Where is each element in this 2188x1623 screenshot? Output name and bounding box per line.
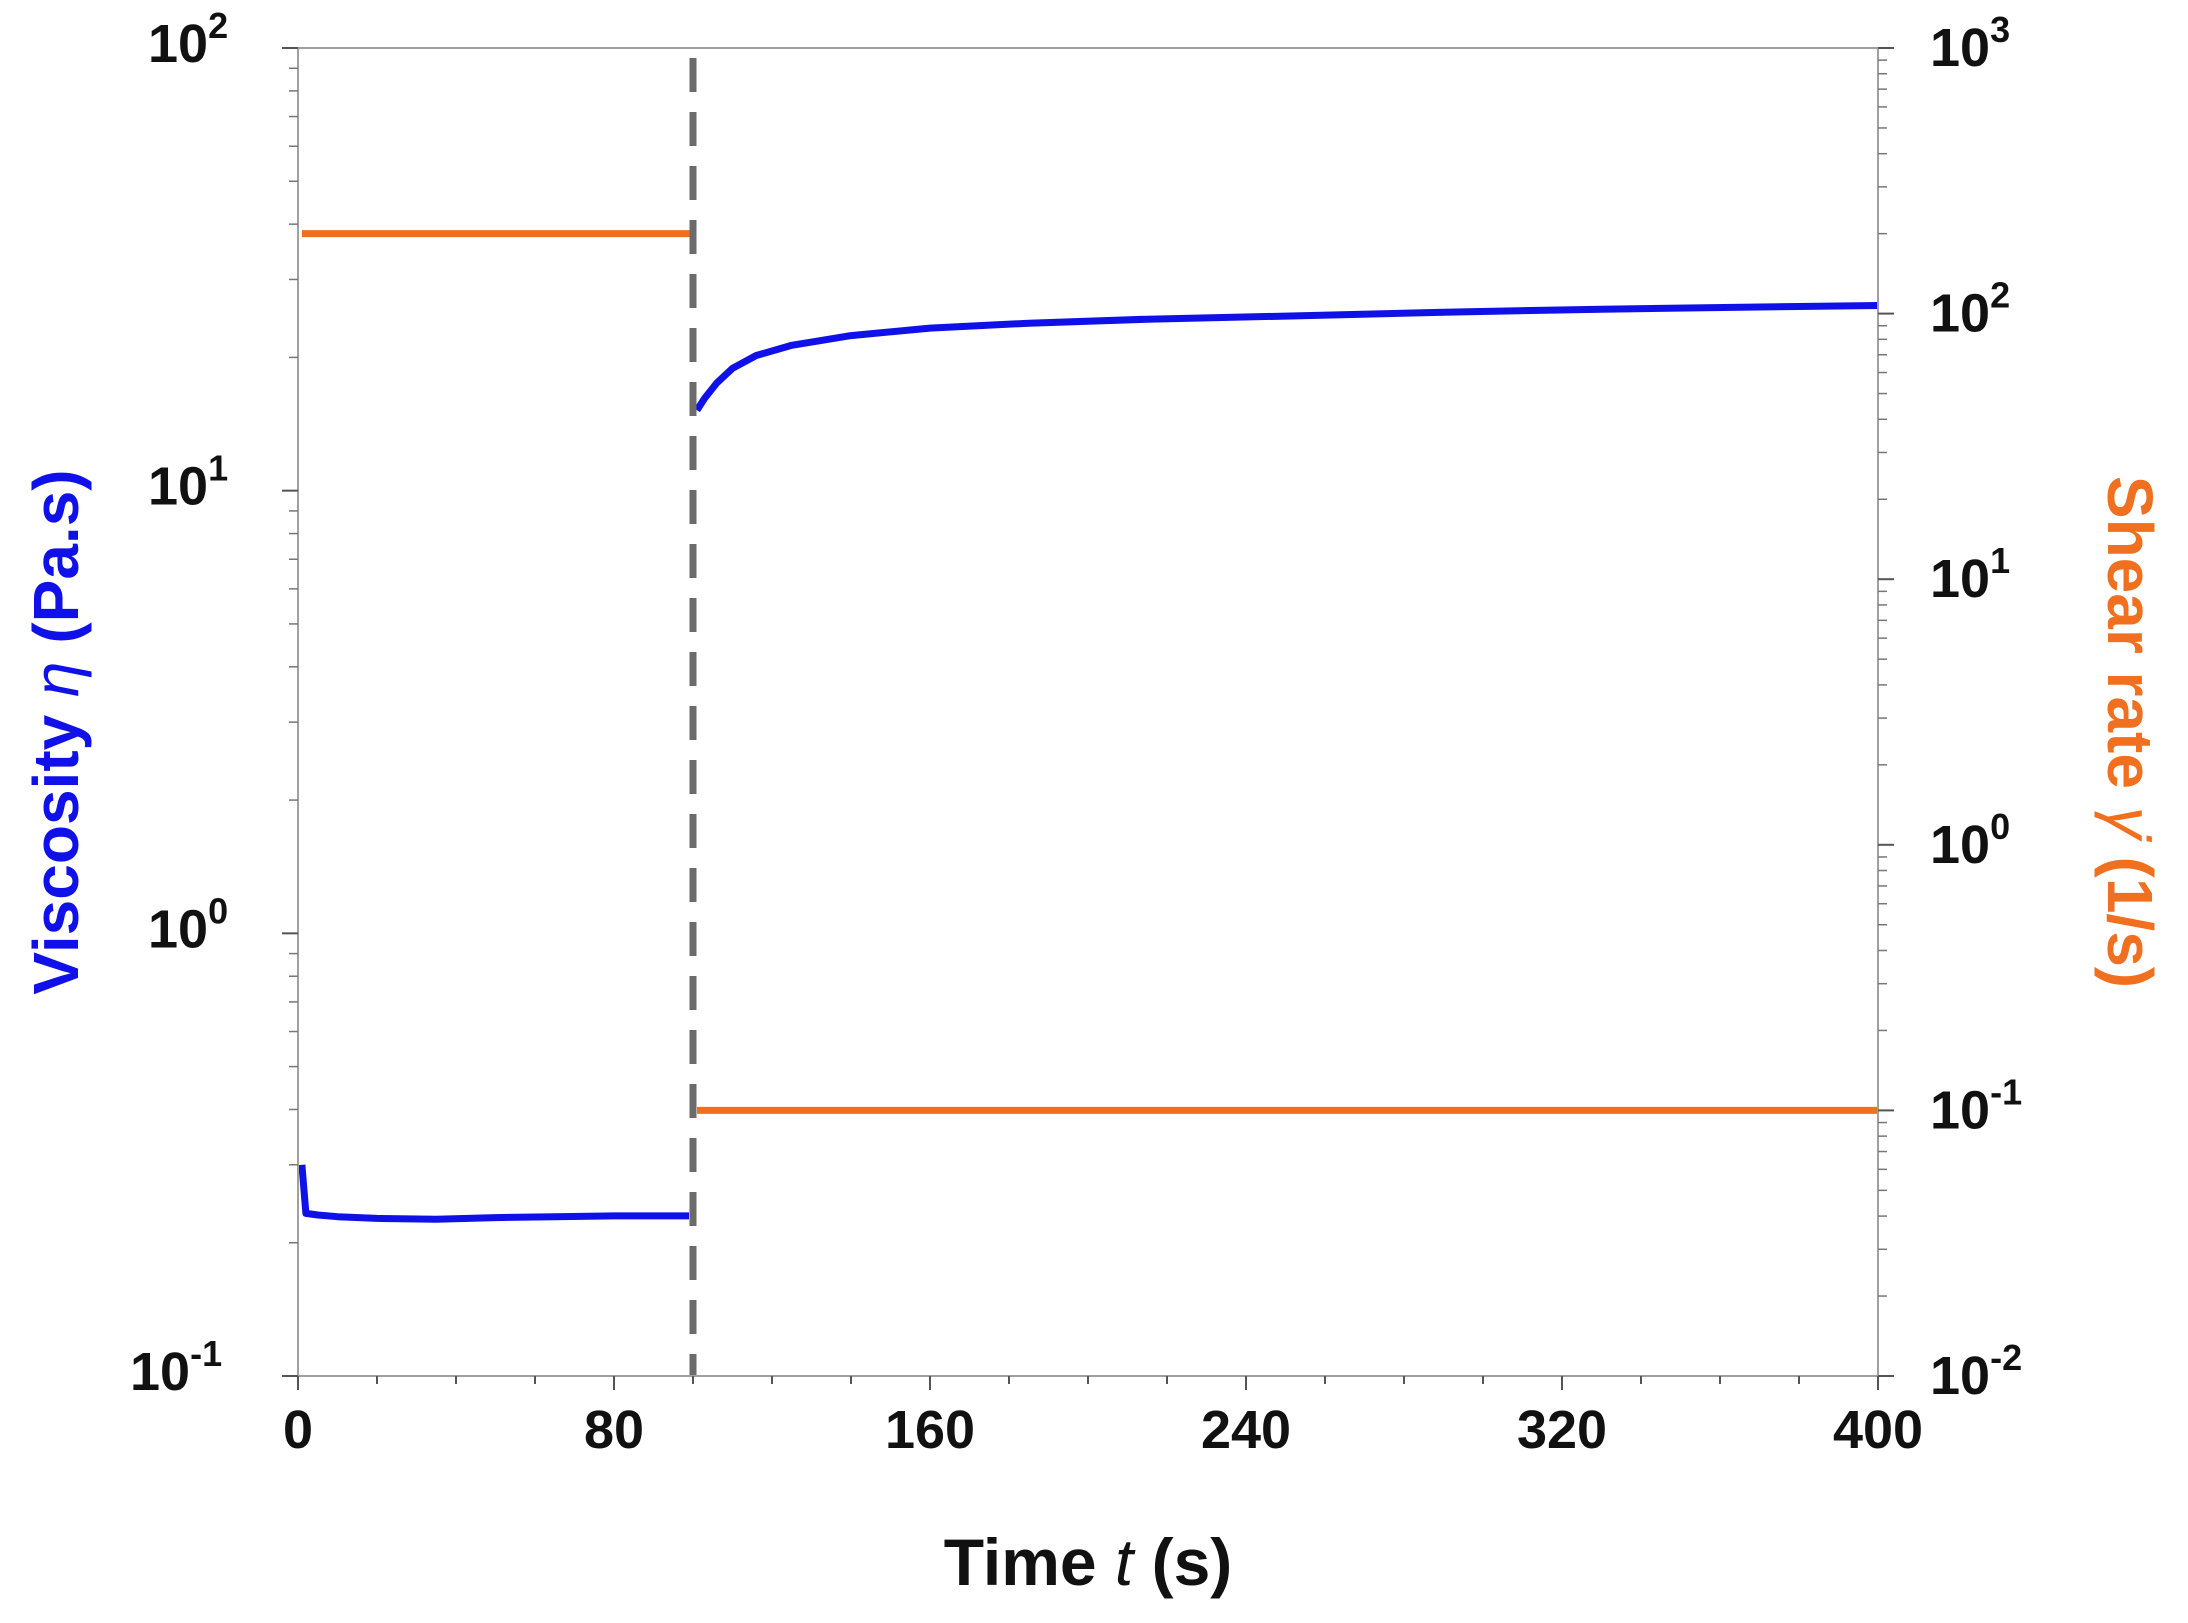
y-left-tick-label: 101 xyxy=(148,448,228,517)
viscosity-series-line-0 xyxy=(298,1164,689,1223)
tick-exponent: 2 xyxy=(208,5,228,46)
x-axis-title: Time t (s) xyxy=(944,1525,1233,1599)
tick-exponent: 0 xyxy=(1990,806,2010,847)
tick-exponent: 0 xyxy=(208,890,228,931)
axis-title-suffix: (Pa.s) xyxy=(20,469,92,661)
y-left-tick-label: 10-1 xyxy=(130,1333,222,1402)
tick-exponent: 1 xyxy=(208,448,228,489)
y-left-tick-label: 102 xyxy=(148,5,228,74)
axis-title-prefix: Time xyxy=(944,1525,1115,1599)
tick-exponent: -1 xyxy=(1990,1071,2022,1112)
tick-base: 10 xyxy=(1930,18,1990,78)
tick-base: 10 xyxy=(1930,1080,1990,1140)
tick-exponent: 2 xyxy=(1990,275,2010,316)
y-right-tick-label: 10-1 xyxy=(1930,1071,2022,1140)
tick-base: 10 xyxy=(148,14,208,74)
y-left-axis-title: Viscosity η (Pa.s) xyxy=(20,469,92,994)
y-right-tick-label: 103 xyxy=(1930,9,2010,78)
axis-title-prefix: Viscosity xyxy=(20,697,92,995)
tick-base: 10 xyxy=(1930,284,1990,344)
x-tick-label: 240 xyxy=(1201,1400,1291,1460)
x-tick-label: 320 xyxy=(1517,1400,1607,1460)
y-right-tick-label: 100 xyxy=(1930,806,2010,875)
tick-base: 10 xyxy=(148,899,208,959)
axis-title-symbol: η xyxy=(20,661,92,697)
tick-base: 10 xyxy=(1930,549,1990,609)
y-right-axis-title: Shear rate γ̇ (1/s) xyxy=(2094,476,2166,988)
y-left-tick-label: 100 xyxy=(148,890,228,959)
tick-base: 10 xyxy=(148,457,208,517)
tick-base: 10 xyxy=(1930,815,1990,875)
axis-title-prefix: Shear rate xyxy=(2094,476,2166,807)
axis-title-symbol: γ̇ xyxy=(2094,807,2166,843)
axis-title-suffix: (s) xyxy=(1133,1525,1232,1599)
axis-title-suffix: (1/s) xyxy=(2094,839,2166,988)
tick-exponent: -1 xyxy=(190,1333,222,1374)
y-right-tick-label: 10-2 xyxy=(1930,1337,2022,1406)
x-tick-label: 0 xyxy=(283,1400,313,1460)
y-right-tick-label: 102 xyxy=(1930,275,2010,344)
x-tick-label: 400 xyxy=(1833,1400,1923,1460)
x-tick-label: 160 xyxy=(885,1400,975,1460)
tick-exponent: 3 xyxy=(1990,9,2010,50)
tick-base: 10 xyxy=(130,1342,190,1402)
y-right-tick-label: 101 xyxy=(1930,540,2010,609)
tick-base: 10 xyxy=(1930,1346,1990,1406)
viscosity-series-line-1 xyxy=(694,302,1879,413)
x-tick-label: 80 xyxy=(584,1400,644,1460)
axis-title-symbol: t xyxy=(1115,1525,1136,1599)
tick-exponent: -2 xyxy=(1990,1337,2022,1378)
tick-exponent: 1 xyxy=(1990,540,2010,581)
